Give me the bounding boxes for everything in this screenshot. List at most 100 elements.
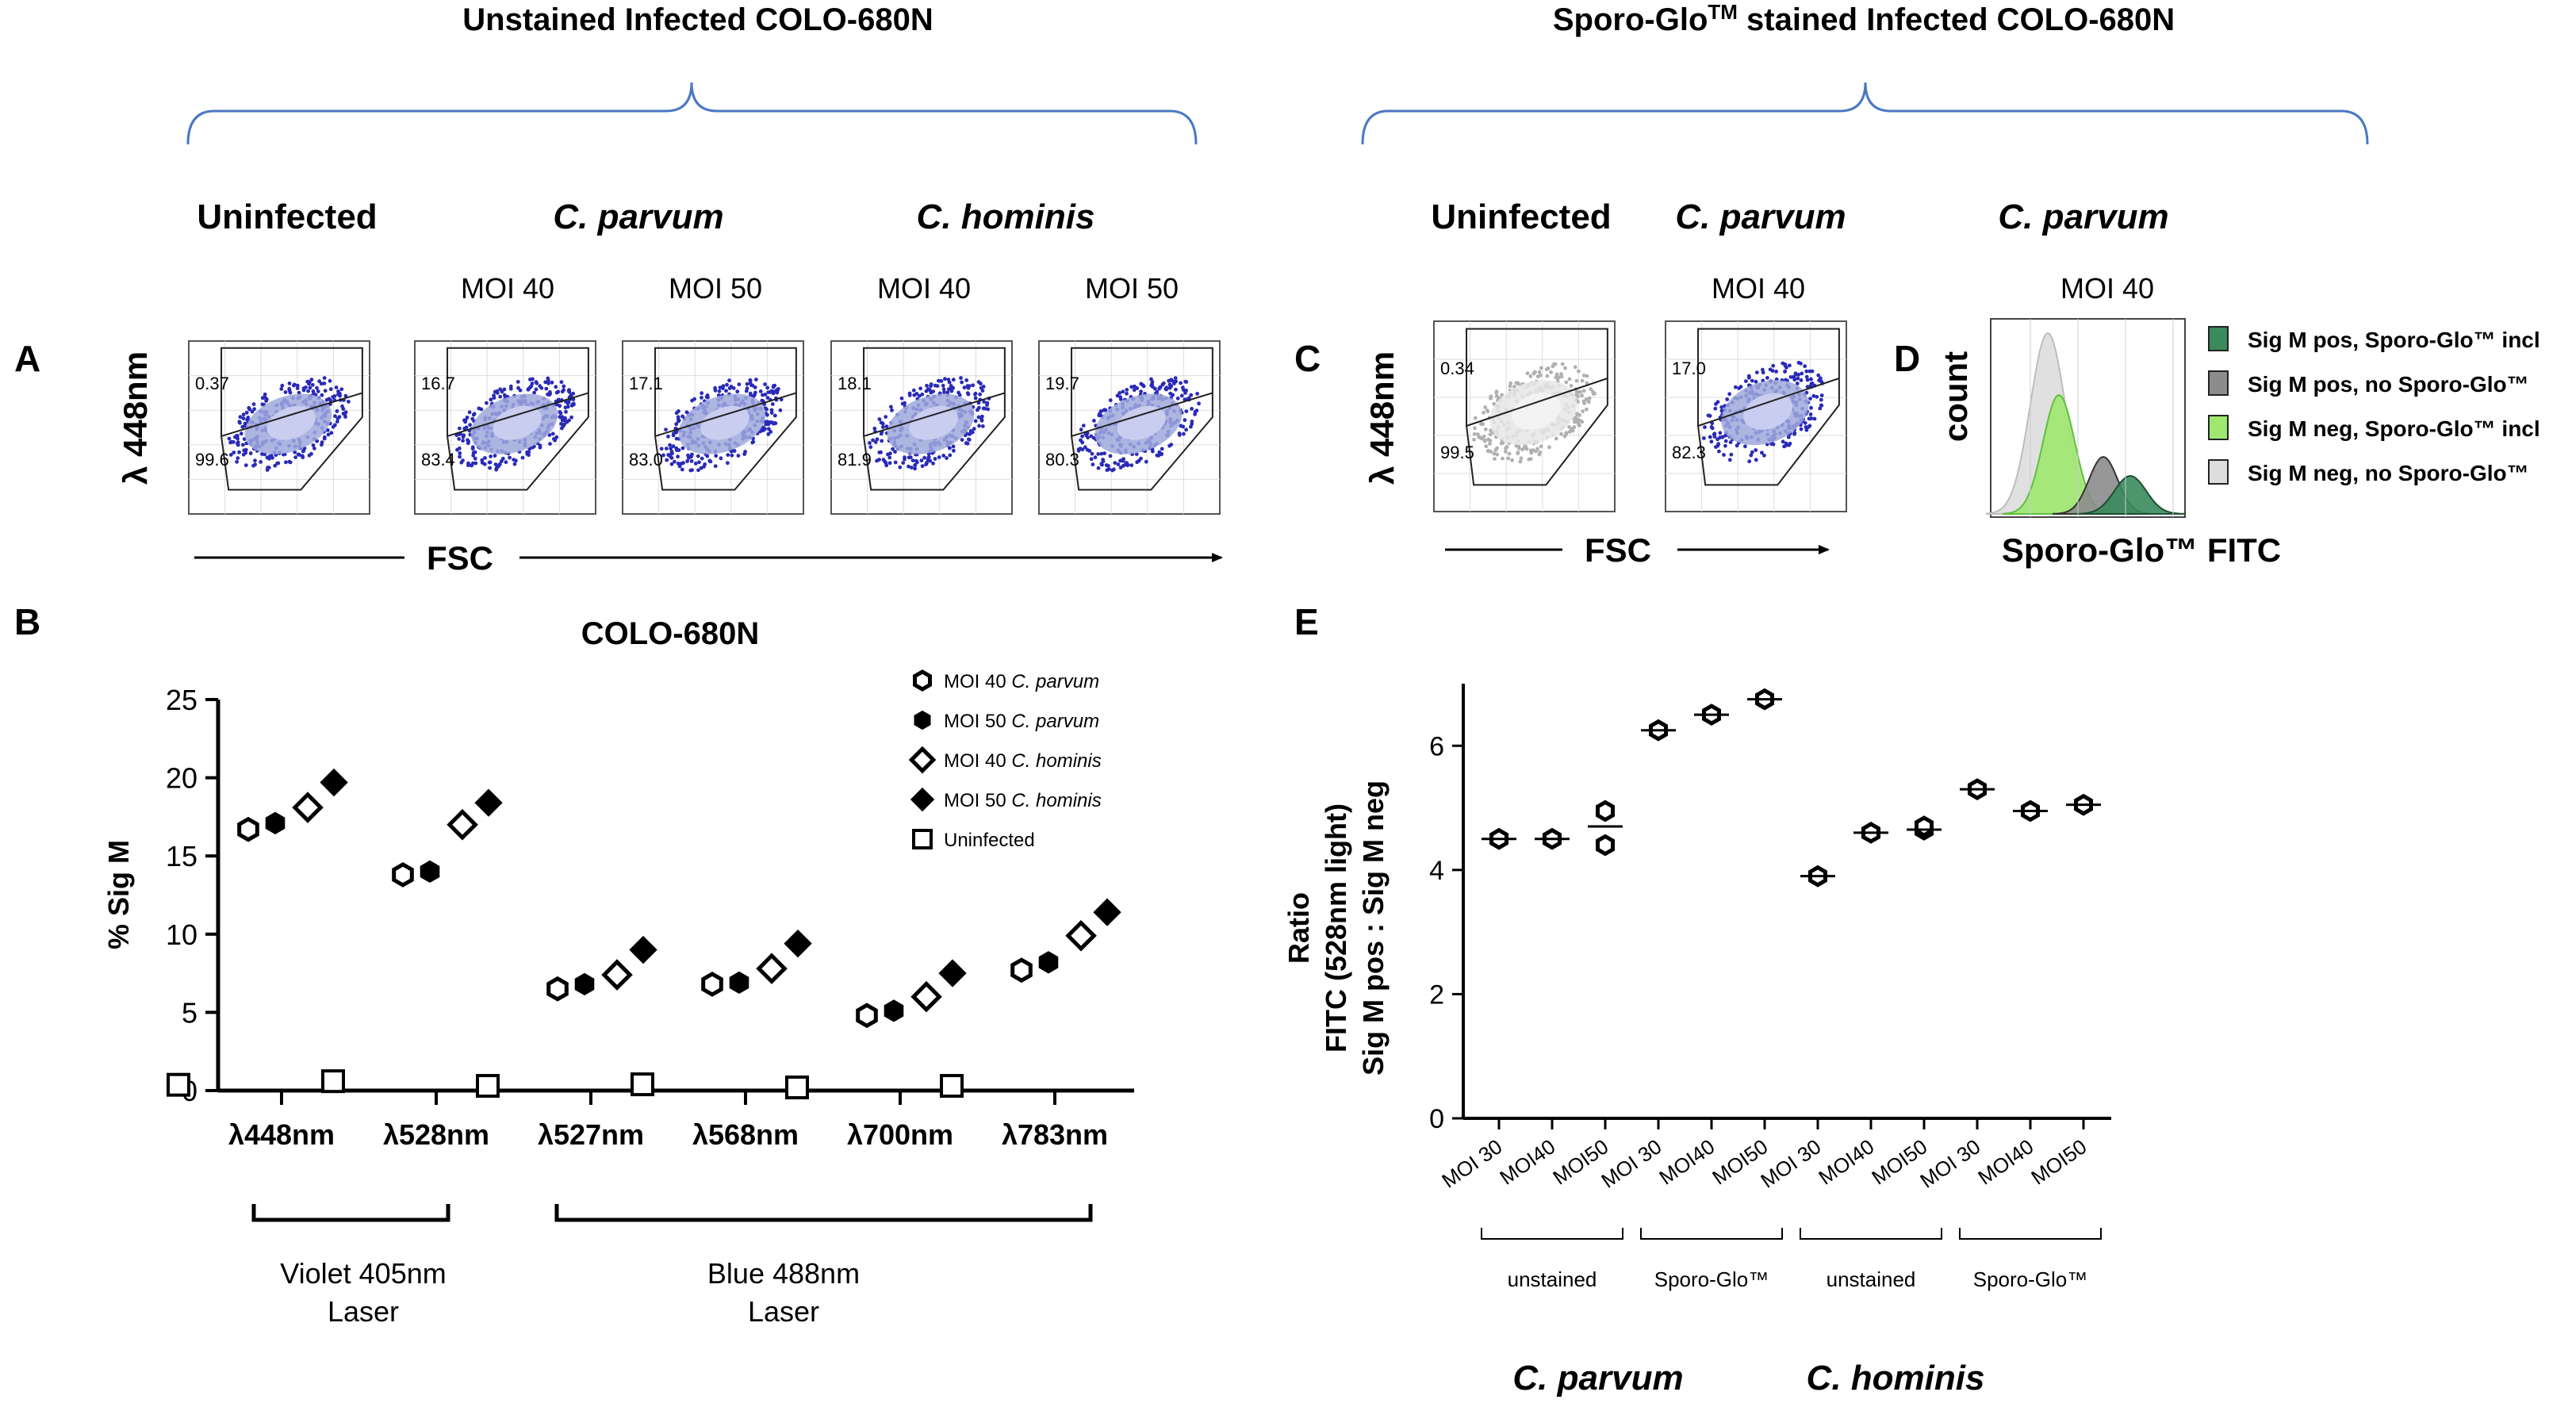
flow-event-dot [693,462,698,466]
panel-e-group-bracket [1959,1228,2102,1240]
panel-label-a: A [14,338,40,379]
panel-b-x-tick-label: λ528nm [383,1118,489,1151]
flow-event-dot [772,413,777,418]
flow-event-dot [1079,428,1083,432]
flow-event-dot [973,419,978,424]
flow-event-dot [960,438,964,442]
plot-moi-label: MOI 50 [1085,272,1179,305]
panel-b-point-open-hexagon [546,976,569,1002]
panel-e-point [1915,815,1934,838]
panel-b-title: COLO-680N [581,616,760,651]
panel-label-d: D [1894,338,1920,379]
flow-event-dot [562,384,566,389]
flow-event-dot [661,453,665,458]
flow-event-dot [666,453,671,457]
blue-laser-word: Laser [748,1295,819,1328]
flow-event-dot [769,430,773,434]
flow-event-dot [310,382,315,387]
panel-c-uninfected-title: Uninfected [1431,197,1611,236]
flow-event-dot [1195,392,1199,396]
lower-gate-percent: 99.6 [195,450,229,470]
flow-event-dot [937,378,941,383]
flow-event-dot [470,463,473,468]
flow-event-dot [1575,420,1580,424]
flow-event-dot [901,461,906,465]
flow-event-dot [466,441,470,446]
flow-event-dot [1750,450,1754,454]
flow-event-dot [235,441,240,446]
flow-event-dot [1193,412,1197,416]
legend-swatch [2208,459,2229,485]
flow-event-dot [919,458,924,462]
flow-event-dot [311,443,316,447]
flow-event-dot [1810,369,1815,374]
panel-b-point-filled-diamond [784,929,812,958]
flow-event-dot [528,378,532,382]
flow-event-dot [1799,378,1804,382]
flow-event-dot [1093,455,1098,460]
flow-event-dot [322,382,327,385]
right-group-bracket [1361,82,2369,145]
flow-event-dot [229,439,234,444]
flow-event-dot [485,401,489,405]
flow-event-dot [241,443,245,447]
flow-event-dot [671,433,676,438]
flow-event-dot [742,452,747,456]
flow-event-dot [1183,379,1188,384]
panel-e-x-tick-label: MOI 30 [1437,1134,1506,1192]
flow-event-dot [677,418,681,423]
flow-event-dot [236,436,240,441]
left-group-bracket [186,82,1198,145]
flow-event-dot [965,441,970,446]
flow-event-dot [1762,453,1766,458]
flow-event-dot [898,465,903,470]
flow-event-dot [493,389,497,394]
flow-event-dot [1713,406,1718,411]
flow-event-dot [280,383,285,388]
flow-event-dot [493,454,497,458]
panel-e-y-tick-label: 2 [1429,980,1444,1010]
flow-event-dot [489,454,493,458]
flow-event-dot [700,456,704,461]
flow-event-dot [1567,430,1572,434]
flow-event-dot [1472,437,1476,442]
flow-event-dot [538,443,542,448]
flow-event-dot [926,387,930,392]
flow-event-dot [1519,456,1524,461]
flow-event-dot [251,402,256,406]
flow-event-dot [1784,443,1789,447]
violet-laser-label: Violet 405nm [280,1257,446,1290]
flow-event-dot [748,378,753,383]
flow-event-dot [471,412,476,417]
flow-event-dot [967,438,972,442]
flow-event-dot [1815,394,1819,399]
flow-event-dot [945,456,949,460]
flow-event-dot [1788,375,1793,379]
flow-event-dot [674,436,679,441]
panel-b-point-filled-hexagon [574,972,595,996]
flow-event-dot [1734,385,1738,389]
flow-event-dot [933,457,937,461]
panel-label-e: E [1294,601,1319,642]
panel-b-legend-marker [914,710,931,730]
flow-event-dot [1099,451,1104,456]
flow-event-dot [327,397,332,401]
flow-event-dot [1116,462,1121,466]
flow-event-dot [1585,381,1589,385]
flow-event-dot [548,442,552,446]
flow-event-dot [665,458,669,462]
flow-event-dot [952,448,956,453]
flow-event-dot [315,385,319,390]
flow-event-dot [1703,425,1707,429]
flow-event-dot [719,456,723,461]
flow-event-dot [1197,401,1201,406]
upper-gate-percent: 18.1 [838,374,872,393]
panel-e-x-tick-label: MOI 30 [1597,1134,1666,1192]
left-group-title: Unstained Infected COLO-680N [462,2,933,37]
flow-event-dot [1581,389,1586,393]
flow-event-dot [886,452,890,457]
flow-event-dot [1129,385,1134,389]
panel-b-point-filled-diamond [1093,898,1121,926]
plot-moi-label: MOI 40 [1712,272,1805,305]
flow-event-dot [558,411,563,416]
